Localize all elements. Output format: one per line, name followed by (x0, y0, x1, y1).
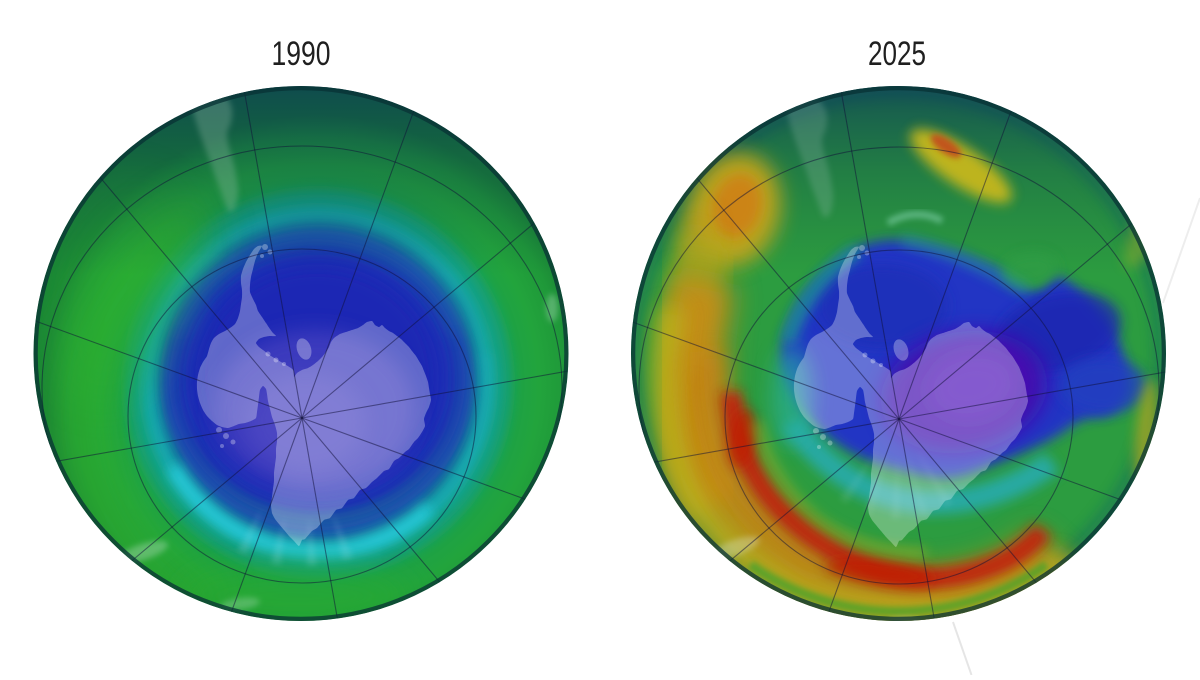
svg-text:1990: 1990 (272, 35, 331, 73)
svg-text:2025: 2025 (868, 35, 926, 73)
